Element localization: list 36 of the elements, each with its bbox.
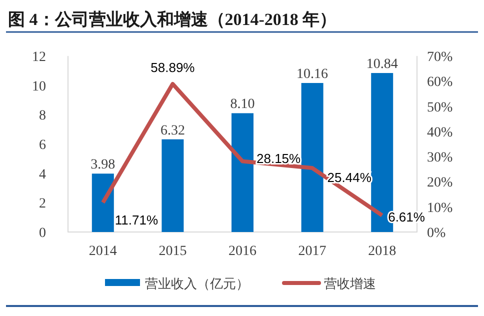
y2-tick-label: 60% (427, 75, 453, 90)
bar (162, 139, 184, 232)
data-label: 11.71% (114, 212, 158, 228)
x-tick-label: 2015 (158, 244, 187, 259)
chart-title: 图 4：公司营业收入和增速（2014-2018 年） (8, 10, 337, 29)
data-label: 58.89% (150, 60, 196, 75)
x-tick-label: 2018 (368, 244, 396, 259)
y2-tick-label: 20% (427, 176, 453, 191)
y2-tick-label: 50% (427, 100, 453, 116)
y2-tick-label: 10% (427, 200, 453, 216)
bar (232, 113, 254, 232)
y2-tick-label: 30% (427, 150, 453, 166)
x-tick-label: 2016 (228, 244, 256, 259)
data-label: 6.32 (160, 123, 185, 138)
data-label: 3.98 (90, 158, 116, 173)
data-label: 28.15% (256, 151, 302, 166)
y-tick-label: 0 (39, 226, 46, 241)
y-tick-label: 4 (39, 167, 46, 182)
y2-tick-label: 40% (427, 125, 453, 140)
x-tick-label: 2014 (88, 244, 117, 259)
legend-label: 营收增速 (324, 277, 376, 292)
bar (301, 82, 324, 232)
y2-tick-label: 0% (427, 226, 446, 241)
data-label: 25.44% (327, 170, 372, 186)
y2-tick-label: 70% (427, 50, 453, 65)
y-tick-label: 6 (39, 138, 46, 153)
data-label: 10.16 (296, 66, 328, 82)
y-tick-label: 2 (39, 196, 46, 212)
data-label: 10.84 (366, 57, 398, 72)
legend-label: 营业收入（亿元） (145, 277, 249, 292)
y-tick-label: 10 (32, 79, 46, 94)
bar (92, 174, 114, 232)
data-label: 8.10 (230, 97, 255, 112)
y-tick-label: 12 (32, 50, 46, 65)
y-tick-label: 8 (39, 108, 46, 124)
x-tick-label: 2017 (298, 244, 326, 259)
